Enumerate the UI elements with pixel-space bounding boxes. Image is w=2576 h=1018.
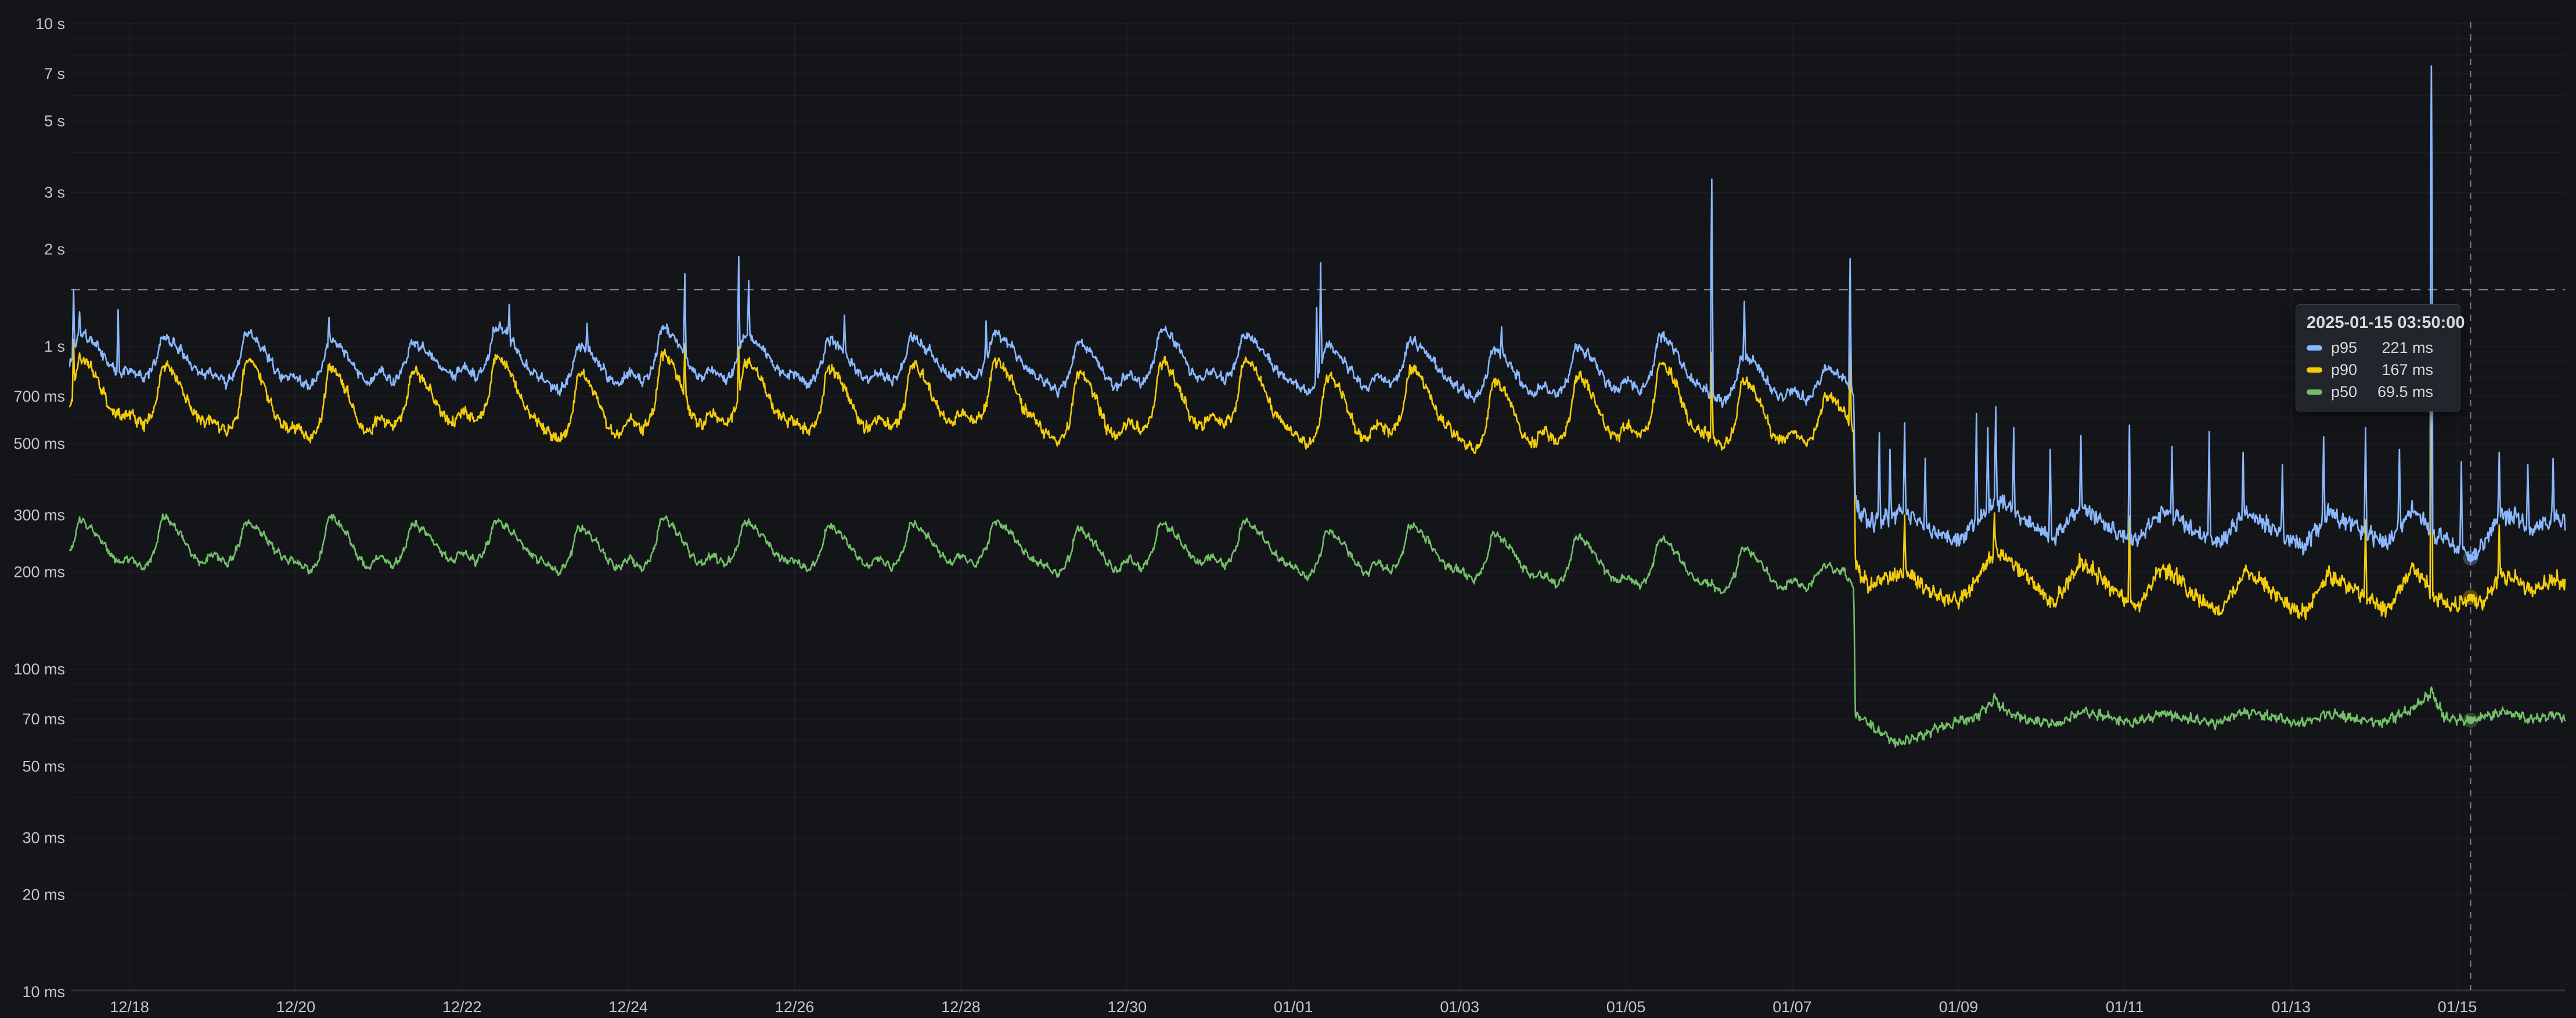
x-axis-label: 12/20 bbox=[276, 998, 316, 1016]
y-axis-label: 2 s bbox=[44, 241, 65, 258]
x-axis-label: 12/30 bbox=[1108, 998, 1147, 1016]
x-axis-label: 01/11 bbox=[2106, 998, 2144, 1016]
vertical-gridlines bbox=[129, 22, 2458, 990]
x-axis-label: 12/18 bbox=[110, 998, 149, 1016]
x-axis-label: 12/24 bbox=[608, 998, 648, 1016]
series-line-p50 bbox=[69, 513, 2566, 748]
x-axis-label: 01/03 bbox=[1440, 998, 1479, 1016]
y-axis-label: 70 ms bbox=[22, 710, 65, 728]
y-axis-label: 200 ms bbox=[13, 564, 65, 581]
x-axis-label: 12/26 bbox=[775, 998, 815, 1016]
series-line-p95 bbox=[69, 65, 2566, 561]
y-axis-label: 10 ms bbox=[22, 983, 65, 1001]
x-axis-label: 12/28 bbox=[941, 998, 981, 1016]
y-axis-label: 3 s bbox=[44, 184, 65, 201]
y-axis-label: 30 ms bbox=[22, 829, 65, 847]
x-axis-label: 01/05 bbox=[1606, 998, 1646, 1016]
series-line-p90 bbox=[69, 338, 2566, 620]
y-axis-label: 100 ms bbox=[13, 660, 65, 678]
x-axis-label: 01/01 bbox=[1274, 998, 1313, 1016]
horizontal-gridlines bbox=[71, 23, 2565, 992]
y-axis-label: 500 ms bbox=[13, 435, 65, 452]
hover-dot-p90 bbox=[2467, 593, 2474, 601]
hover-point-markers bbox=[2463, 550, 2478, 728]
hover-dot-p50 bbox=[2467, 716, 2474, 724]
y-axis-label: 700 ms bbox=[13, 388, 65, 405]
y-axis-label: 300 ms bbox=[13, 507, 65, 524]
hover-dot-p95 bbox=[2467, 554, 2474, 562]
x-axis-label: 01/13 bbox=[2271, 998, 2311, 1016]
y-axis-label: 5 s bbox=[44, 112, 65, 129]
x-axis-label: 12/22 bbox=[442, 998, 482, 1016]
y-axis-label: 1 s bbox=[44, 338, 65, 355]
x-axis-labels: 12/18 12/20 12/22 12/24 12/26 12/28 12/30 01/01… bbox=[110, 998, 2477, 1016]
y-axis-label: 20 ms bbox=[22, 886, 65, 904]
y-axis-label: 10 s bbox=[35, 15, 65, 33]
y-axis-label: 7 s bbox=[44, 65, 65, 82]
series-lines bbox=[69, 65, 2566, 748]
x-axis-label: 01/09 bbox=[1939, 998, 1979, 1016]
x-axis-label: 01/07 bbox=[1772, 998, 1812, 1016]
y-axis-label: 50 ms bbox=[22, 757, 65, 775]
x-axis-label: 01/15 bbox=[2438, 998, 2477, 1016]
y-axis-labels: 10 s 7 s 5 s 3 s 2 s 1 s 700 ms 500 ms 300 ms 200… bbox=[13, 15, 65, 1001]
